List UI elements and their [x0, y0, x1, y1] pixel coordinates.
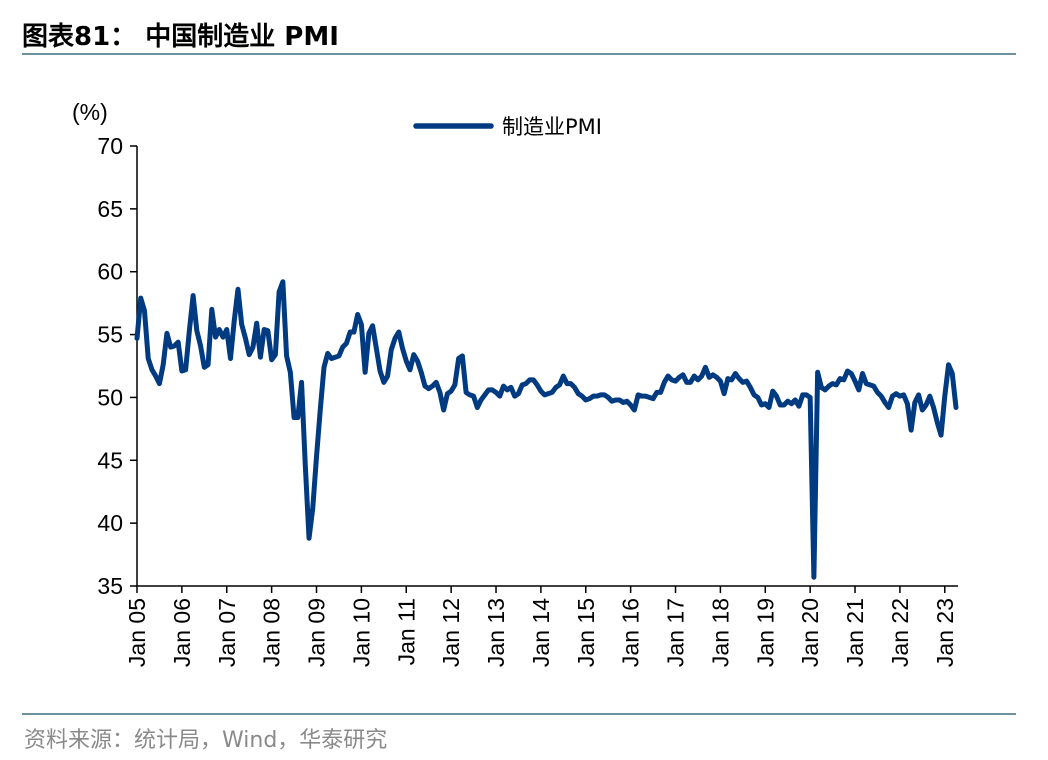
y-tick-label: 50 — [97, 384, 123, 410]
figure-title: 图表81： 中国制造业 PMI — [22, 22, 339, 52]
x-tick-label: Jan 15 — [573, 598, 599, 667]
pmi-series-line — [134, 279, 959, 580]
y-tick-label: 60 — [97, 259, 123, 285]
y-tick-label: 40 — [97, 510, 123, 536]
x-tick-label: Jan 11 — [393, 598, 419, 665]
y-tick-label: 35 — [97, 573, 123, 599]
y-tick-label: 55 — [97, 322, 123, 348]
y-axis: 35 40 45 50 55 60 65 70 — [97, 133, 138, 599]
x-tick-label: Jan 21 — [842, 598, 868, 667]
x-tick-label: Jan 19 — [752, 598, 778, 667]
x-tick-label: Jan 22 — [887, 598, 913, 667]
legend: 制造业PMI — [413, 115, 602, 139]
x-tick-label: Jan 07 — [214, 598, 240, 667]
x-tick-label: Jan 18 — [707, 598, 733, 667]
x-tick-label: Jan 09 — [304, 598, 330, 667]
bottom-rule — [22, 713, 1016, 715]
x-tick-label: Jan 14 — [528, 598, 554, 667]
top-rule — [22, 53, 1016, 55]
x-tick-label: Jan 08 — [259, 598, 285, 667]
x-tick-label: Jan 13 — [483, 598, 509, 667]
x-tick-label: Jan 06 — [169, 598, 195, 667]
x-tick-label: Jan 23 — [932, 598, 958, 667]
legend-label: 制造业PMI — [502, 115, 602, 139]
x-axis: Jan 05 Jan 06 Jan 07 Jan 08 Jan 09 Jan 10 Jan … — [124, 585, 958, 667]
x-tick-label: Jan 12 — [438, 598, 464, 667]
x-tick-label: Jan 10 — [348, 598, 374, 667]
y-tick-label: 45 — [97, 447, 123, 473]
source-note: 资料来源：统计局，Wind，华泰研究 — [24, 728, 388, 753]
x-tick-label: Jan 16 — [618, 598, 644, 667]
y-tick-label: 65 — [97, 196, 123, 222]
x-tick-label: Jan 20 — [797, 598, 823, 667]
y-axis-unit-label: (%) — [72, 99, 108, 125]
x-tick-label: Jan 05 — [124, 598, 150, 667]
y-tick-label: 70 — [97, 133, 123, 159]
x-tick-label: Jan 17 — [663, 598, 689, 667]
